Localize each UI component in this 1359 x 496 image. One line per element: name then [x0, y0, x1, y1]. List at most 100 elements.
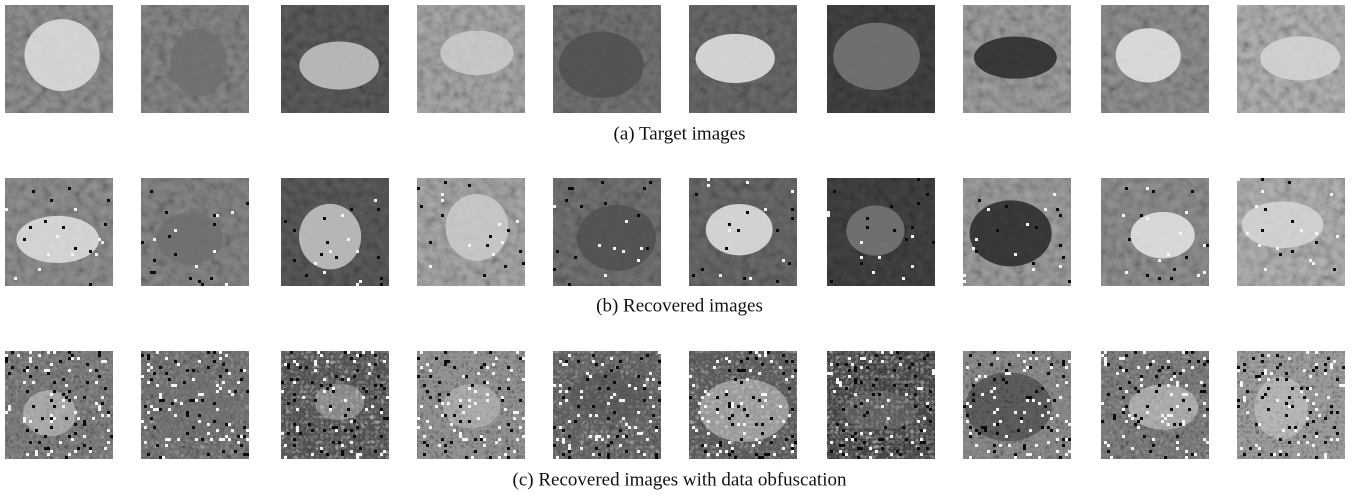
noise-pixel: [492, 363, 495, 366]
noise-pixel: [216, 214, 219, 217]
noise-pixel: [290, 351, 293, 354]
noise-pixel: [1312, 369, 1315, 372]
noise-pixel: [444, 181, 447, 184]
noise-pixel: [171, 402, 174, 405]
noise-pixel: [243, 453, 246, 456]
noise-pixel: [848, 357, 851, 360]
noise-pixel: [441, 214, 444, 217]
noise-pixel: [911, 441, 914, 444]
noise-pixel: [875, 354, 878, 357]
noise-pixel: [1155, 375, 1158, 378]
noise-pixel: [153, 271, 156, 274]
noise-pixel: [655, 429, 658, 432]
noise-pixel: [186, 414, 189, 417]
noise-pixel: [698, 411, 701, 414]
noise-pixel: [782, 354, 785, 357]
noise-pixel: [698, 402, 701, 405]
noise-pixel: [987, 450, 990, 453]
noise-pixel: [41, 417, 44, 420]
noise-pixel: [975, 429, 978, 432]
noise-pixel: [743, 432, 746, 435]
noise-pixel: [1303, 396, 1306, 399]
noise-pixel: [1134, 351, 1137, 354]
noise-pixel: [704, 444, 707, 447]
noise-pixel: [854, 438, 857, 441]
noise-pixel: [1288, 357, 1291, 360]
noise-pixel: [314, 262, 317, 265]
noise-pixel: [981, 426, 984, 429]
noise-pixel: [758, 456, 761, 459]
noise-pixel: [1176, 441, 1179, 444]
noise-pixel: [993, 423, 996, 426]
tile-subject: [1260, 36, 1341, 81]
noise-pixel: [374, 450, 377, 453]
noise-pixel: [1285, 402, 1288, 405]
noise-pixel: [728, 453, 731, 456]
noise-pixel: [462, 438, 465, 441]
noise-pixel: [734, 378, 737, 381]
noise-pixel: [562, 438, 565, 441]
noise-pixel: [311, 429, 314, 432]
noise-pixel: [598, 387, 601, 390]
noise-pixel: [1137, 426, 1140, 429]
noise-pixel: [1032, 268, 1035, 271]
noise-pixel: [1306, 351, 1309, 354]
noise-pixel: [1315, 408, 1318, 411]
noise-pixel: [1167, 384, 1170, 387]
noise-pixel: [222, 438, 225, 441]
noise-pixel: [914, 375, 917, 378]
noise-pixel: [929, 390, 932, 393]
noise-pixel: [159, 456, 162, 459]
noise-pixel: [1243, 363, 1246, 366]
noise-pixel: [420, 405, 423, 408]
noise-pixel: [1065, 453, 1068, 456]
noise-pixel: [231, 211, 234, 214]
noise-pixel: [459, 420, 462, 423]
noise-pixel: [725, 390, 728, 393]
noise-pixel: [219, 438, 222, 441]
noise-pixel: [830, 450, 833, 453]
noise-pixel: [920, 441, 923, 444]
noise-pixel: [5, 357, 8, 360]
noise-pixel: [764, 399, 767, 402]
noise-pixel: [320, 384, 323, 387]
noise-pixel: [851, 363, 854, 366]
noise-pixel: [383, 360, 386, 363]
noise-pixel: [50, 363, 53, 366]
caption: (c) Recovered images with data obfuscati…: [513, 469, 847, 490]
noise-pixel: [1167, 414, 1170, 417]
noise-pixel: [38, 268, 41, 271]
noise-pixel: [107, 414, 110, 417]
noise-pixel: [165, 444, 168, 447]
noise-pixel: [1203, 438, 1206, 441]
noise-pixel: [507, 423, 510, 426]
noise-pixel: [746, 211, 749, 214]
noise-pixel: [1146, 405, 1149, 408]
noise-pixel: [489, 456, 492, 459]
noise-pixel: [1020, 420, 1023, 423]
noise-pixel: [326, 453, 329, 456]
noise-pixel: [1047, 411, 1050, 414]
noise-pixel: [104, 223, 107, 226]
noise-pixel: [881, 447, 884, 450]
noise-pixel: [281, 390, 284, 393]
tile-subject: [577, 204, 656, 271]
noise-pixel: [374, 384, 377, 387]
noise-pixel: [1107, 393, 1110, 396]
noise-pixel: [98, 238, 101, 241]
noise-pixel: [866, 226, 869, 229]
noise-pixel: [604, 202, 607, 205]
noise-pixel: [1261, 396, 1264, 399]
noise-pixel: [302, 396, 305, 399]
noise-pixel: [966, 420, 969, 423]
noise-pixel: [725, 247, 728, 250]
noise-pixel: [568, 420, 571, 423]
noise-pixel: [98, 375, 101, 378]
noise-pixel: [507, 447, 510, 450]
noise-pixel: [522, 417, 525, 420]
noise-pixel: [625, 450, 628, 453]
noise-pixel: [471, 384, 474, 387]
noise-pixel: [380, 408, 383, 411]
noise-pixel: [246, 202, 249, 205]
noise-pixel: [141, 375, 144, 378]
